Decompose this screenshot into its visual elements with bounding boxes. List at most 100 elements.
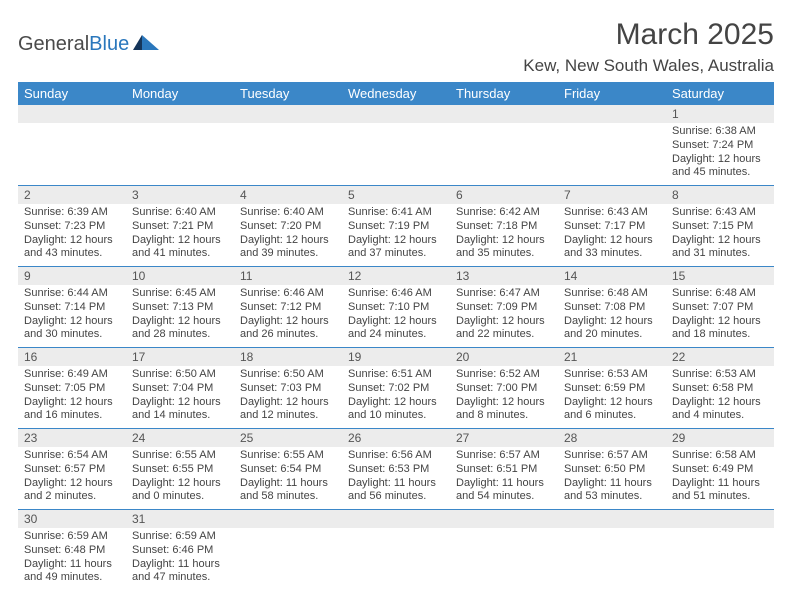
day-number-row: 3031	[18, 510, 774, 528]
day-day1: Daylight: 12 hours	[672, 234, 768, 248]
logo-icon	[133, 32, 159, 56]
day-cell: Sunrise: 6:41 AMSunset: 7:19 PMDaylight:…	[342, 204, 450, 266]
day-cell: Sunrise: 6:55 AMSunset: 6:54 PMDaylight:…	[234, 447, 342, 509]
day-number: 6	[450, 186, 558, 204]
week-row: 9101112131415Sunrise: 6:44 AMSunset: 7:1…	[18, 267, 774, 348]
day-day2: and 22 minutes.	[456, 328, 552, 342]
day-number	[18, 105, 126, 123]
day-header-row: Sunday Monday Tuesday Wednesday Thursday…	[18, 82, 774, 105]
day-day1: Daylight: 12 hours	[132, 234, 228, 248]
day-cell	[342, 528, 450, 590]
day-day1: Daylight: 11 hours	[348, 477, 444, 491]
day-cell: Sunrise: 6:40 AMSunset: 7:21 PMDaylight:…	[126, 204, 234, 266]
day-sunrise: Sunrise: 6:54 AM	[24, 449, 120, 463]
day-day2: and 33 minutes.	[564, 247, 660, 261]
logo-text-general: General	[18, 33, 89, 56]
day-cell: Sunrise: 6:51 AMSunset: 7:02 PMDaylight:…	[342, 366, 450, 428]
day-cell: Sunrise: 6:52 AMSunset: 7:00 PMDaylight:…	[450, 366, 558, 428]
day-day2: and 35 minutes.	[456, 247, 552, 261]
day-sunset: Sunset: 6:58 PM	[672, 382, 768, 396]
day-sunset: Sunset: 7:00 PM	[456, 382, 552, 396]
day-cell: Sunrise: 6:46 AMSunset: 7:10 PMDaylight:…	[342, 285, 450, 347]
day-day1: Daylight: 12 hours	[24, 234, 120, 248]
day-sunrise: Sunrise: 6:43 AM	[672, 206, 768, 220]
day-number	[342, 510, 450, 528]
day-day2: and 39 minutes.	[240, 247, 336, 261]
day-sunrise: Sunrise: 6:48 AM	[672, 287, 768, 301]
day-day2: and 53 minutes.	[564, 490, 660, 504]
day-sunrise: Sunrise: 6:59 AM	[24, 530, 120, 544]
day-day2: and 43 minutes.	[24, 247, 120, 261]
week-row: 2345678Sunrise: 6:39 AMSunset: 7:23 PMDa…	[18, 186, 774, 267]
day-sunset: Sunset: 7:17 PM	[564, 220, 660, 234]
day-day1: Daylight: 11 hours	[132, 558, 228, 572]
day-day1: Daylight: 12 hours	[132, 396, 228, 410]
day-cell	[234, 528, 342, 590]
day-number: 20	[450, 348, 558, 366]
day-sunrise: Sunrise: 6:56 AM	[348, 449, 444, 463]
day-detail-row: Sunrise: 6:54 AMSunset: 6:57 PM Daylight:…	[18, 447, 774, 509]
day-number: 8	[666, 186, 774, 204]
day-number: 21	[558, 348, 666, 366]
month-title: March 2025	[523, 18, 774, 52]
day-number: 30	[18, 510, 126, 528]
day-sunrise: Sunrise: 6:49 AM	[24, 368, 120, 382]
day-day2: and 24 minutes.	[348, 328, 444, 342]
day-number: 26	[342, 429, 450, 447]
day-day2: and 8 minutes.	[456, 409, 552, 423]
day-cell: Sunrise: 6:55 AMSunset: 6:55 PMDaylight:…	[126, 447, 234, 509]
day-day2: and 10 minutes.	[348, 409, 444, 423]
day-cell: Sunrise: 6:54 AMSunset: 6:57 PMDaylight:…	[18, 447, 126, 509]
day-cell: Sunrise: 6:50 AMSunset: 7:03 PMDaylight:…	[234, 366, 342, 428]
day-sunset: Sunset: 7:21 PM	[132, 220, 228, 234]
day-number	[558, 510, 666, 528]
day-number: 25	[234, 429, 342, 447]
day-cell: Sunrise: 6:47 AMSunset: 7:09 PMDaylight:…	[450, 285, 558, 347]
day-number: 17	[126, 348, 234, 366]
day-number	[666, 510, 774, 528]
day-day1: Daylight: 12 hours	[240, 234, 336, 248]
day-header-fri: Friday	[558, 82, 666, 105]
day-number	[450, 105, 558, 123]
day-number: 10	[126, 267, 234, 285]
day-cell: Sunrise: 6:42 AMSunset: 7:18 PMDaylight:…	[450, 204, 558, 266]
day-header-sat: Saturday	[666, 82, 774, 105]
day-cell	[450, 528, 558, 590]
day-day1: Daylight: 12 hours	[132, 477, 228, 491]
day-cell: Sunrise: 6:45 AMSunset: 7:13 PMDaylight:…	[126, 285, 234, 347]
day-sunrise: Sunrise: 6:50 AM	[132, 368, 228, 382]
day-cell: Sunrise: 6:38 AMSunset: 7:24 PMDaylight:…	[666, 123, 774, 185]
day-sunset: Sunset: 7:10 PM	[348, 301, 444, 315]
day-number: 19	[342, 348, 450, 366]
day-sunrise: Sunrise: 6:47 AM	[456, 287, 552, 301]
day-day1: Daylight: 12 hours	[564, 315, 660, 329]
day-day1: Daylight: 12 hours	[564, 396, 660, 410]
day-detail-row: Sunrise: 6:39 AMSunset: 7:23 PMDaylight:…	[18, 204, 774, 266]
day-header-thu: Thursday	[450, 82, 558, 105]
day-sunrise: Sunrise: 6:39 AM	[24, 206, 120, 220]
day-day2: and 16 minutes.	[24, 409, 120, 423]
day-sunset: Sunset: 7:13 PM	[132, 301, 228, 315]
day-sunset: Sunset: 7:18 PM	[456, 220, 552, 234]
day-sunrise: Sunrise: 6:42 AM	[456, 206, 552, 220]
day-number: 3	[126, 186, 234, 204]
day-sunrise: Sunrise: 6:45 AM	[132, 287, 228, 301]
day-sunset: Sunset: 7:20 PM	[240, 220, 336, 234]
day-day2: and 2 minutes.	[24, 490, 120, 504]
day-number	[234, 510, 342, 528]
day-day1: Daylight: 12 hours	[348, 396, 444, 410]
day-cell	[450, 123, 558, 185]
day-number: 11	[234, 267, 342, 285]
day-day1: Daylight: 12 hours	[240, 396, 336, 410]
day-sunset: Sunset: 7:15 PM	[672, 220, 768, 234]
day-cell: Sunrise: 6:57 AMSunset: 6:50 PMDaylight:…	[558, 447, 666, 509]
day-sunset: Sunset: 7:12 PM	[240, 301, 336, 315]
day-header-mon: Monday	[126, 82, 234, 105]
day-day1: Daylight: 12 hours	[456, 315, 552, 329]
day-day2: and 37 minutes.	[348, 247, 444, 261]
day-sunset: Sunset: 6:59 PM	[564, 382, 660, 396]
week-row: 3031Sunrise: 6:59 AMSunset: 6:48 PMDayli…	[18, 510, 774, 590]
day-cell	[18, 123, 126, 185]
day-sunset: Sunset: 6:57 PM	[24, 463, 120, 477]
day-cell: Sunrise: 6:50 AMSunset: 7:04 PMDaylight:…	[126, 366, 234, 428]
